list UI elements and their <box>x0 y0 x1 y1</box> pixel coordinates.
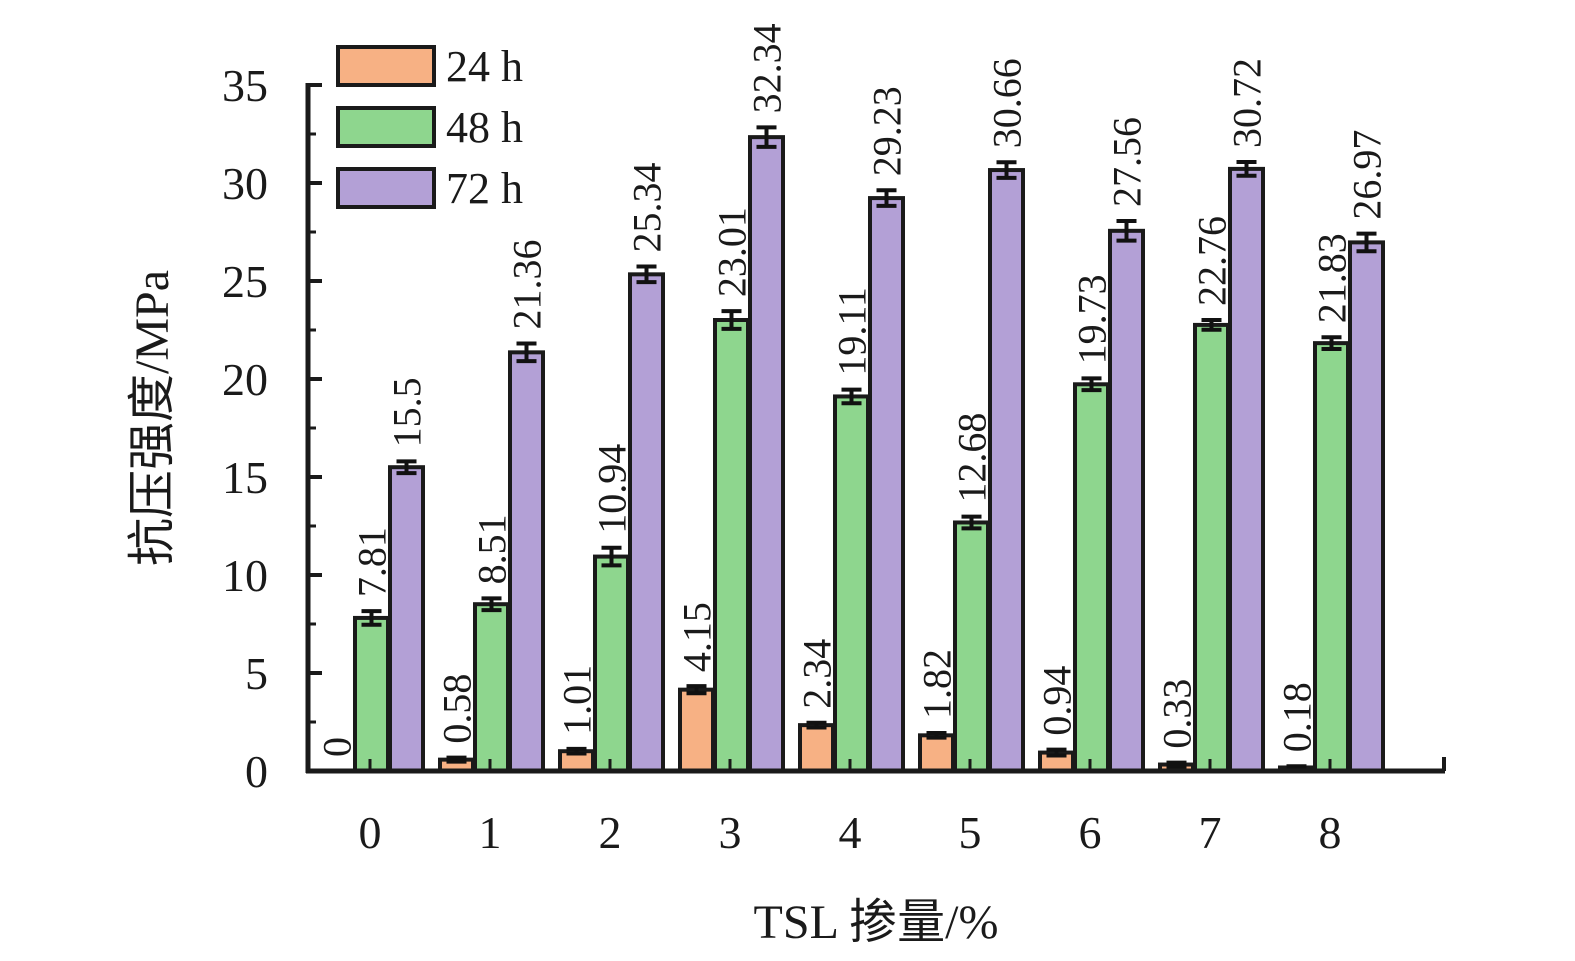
y-tick-label: 5 <box>245 648 268 699</box>
bar <box>833 394 870 773</box>
data-label: 2.34 <box>795 639 840 709</box>
legend-label: 72 h <box>446 164 523 213</box>
bar <box>1073 382 1110 773</box>
data-label: 7.81 <box>350 527 395 597</box>
legend-swatch <box>336 45 436 87</box>
bar <box>953 520 990 773</box>
x-tick-label: 6 <box>1079 807 1102 858</box>
bars-layer <box>353 125 1385 774</box>
data-label: 0.33 <box>1155 679 1200 749</box>
y-tick-label: 10 <box>222 550 268 601</box>
y-tick-label: 20 <box>222 354 268 405</box>
data-label: 30.72 <box>1225 58 1270 148</box>
bar <box>678 687 715 773</box>
legend: 24 h 48 h 72 h <box>336 42 523 213</box>
legend-label: 48 h <box>446 103 523 152</box>
data-label: 21.36 <box>505 240 550 330</box>
x-tick-label: 8 <box>1319 807 1342 858</box>
x-tick-label: 2 <box>599 807 622 858</box>
data-label: 1.01 <box>555 665 600 735</box>
bar <box>1193 322 1230 773</box>
x-tick-label: 1 <box>479 807 502 858</box>
data-label: 23.01 <box>710 207 755 297</box>
data-label: 21.83 <box>1310 233 1355 323</box>
data-label: 19.73 <box>1070 274 1115 364</box>
x-tick-label: 0 <box>359 807 382 858</box>
data-label: 29.23 <box>865 86 910 176</box>
data-label: 0.58 <box>435 674 480 744</box>
bar <box>628 272 665 773</box>
legend-swatch <box>336 167 436 209</box>
data-label: 19.11 <box>830 287 875 376</box>
x-ticks-layer: 0 1 2 3 4 5 6 7 8 <box>359 759 1342 858</box>
data-label: 0.94 <box>1035 666 1080 736</box>
data-label: 12.68 <box>950 413 995 503</box>
bar <box>713 318 750 773</box>
y-tick-label: 35 <box>222 60 268 111</box>
data-label: 8.51 <box>470 514 515 584</box>
y-tick-label: 15 <box>222 452 268 503</box>
bar <box>1108 228 1145 774</box>
data-label: 22.76 <box>1190 216 1235 306</box>
y-ticks-layer: 0 5 10 15 20 25 30 35 <box>222 60 322 797</box>
legend-label: 24 h <box>446 42 523 91</box>
bar <box>748 135 785 774</box>
x-tick-label: 7 <box>1199 807 1222 858</box>
y-tick-label: 30 <box>222 158 268 209</box>
data-label: 30.66 <box>985 58 1030 148</box>
data-label: 25.34 <box>625 162 670 252</box>
data-label: 4.15 <box>675 602 720 672</box>
data-label: 26.97 <box>1345 130 1390 220</box>
y-axis-title: 抗压强度/MPa <box>126 270 179 566</box>
x-tick-label: 4 <box>839 807 862 858</box>
x-tick-label: 5 <box>959 807 982 858</box>
data-label: 0 <box>315 737 360 757</box>
bar <box>918 733 955 774</box>
y-tick-label: 0 <box>245 746 268 797</box>
bar <box>388 465 425 773</box>
x-tick-label: 3 <box>719 807 742 858</box>
data-labels-layer: 0 7.81 15.5 0.58 8.51 21.36 1.01 10.94 25.34 4.15… <box>315 23 1390 757</box>
data-label: 32.34 <box>745 23 790 113</box>
data-label: 10.94 <box>590 444 635 534</box>
bar <box>1228 166 1265 773</box>
bar <box>988 168 1025 773</box>
bar <box>1348 240 1385 773</box>
bar <box>593 554 630 773</box>
x-axis-title: TSL 掺量/% <box>754 896 999 949</box>
data-label: 27.56 <box>1105 117 1150 207</box>
bar <box>1313 341 1350 773</box>
bar <box>868 196 905 774</box>
legend-swatch <box>336 106 436 148</box>
bar <box>798 723 835 773</box>
data-label: 0.18 <box>1275 682 1320 752</box>
bar <box>473 602 510 773</box>
bar <box>353 615 390 774</box>
y-tick-label: 25 <box>222 256 268 307</box>
data-label: 15.5 <box>385 377 430 447</box>
bar <box>508 350 545 773</box>
data-label: 1.82 <box>915 649 960 719</box>
